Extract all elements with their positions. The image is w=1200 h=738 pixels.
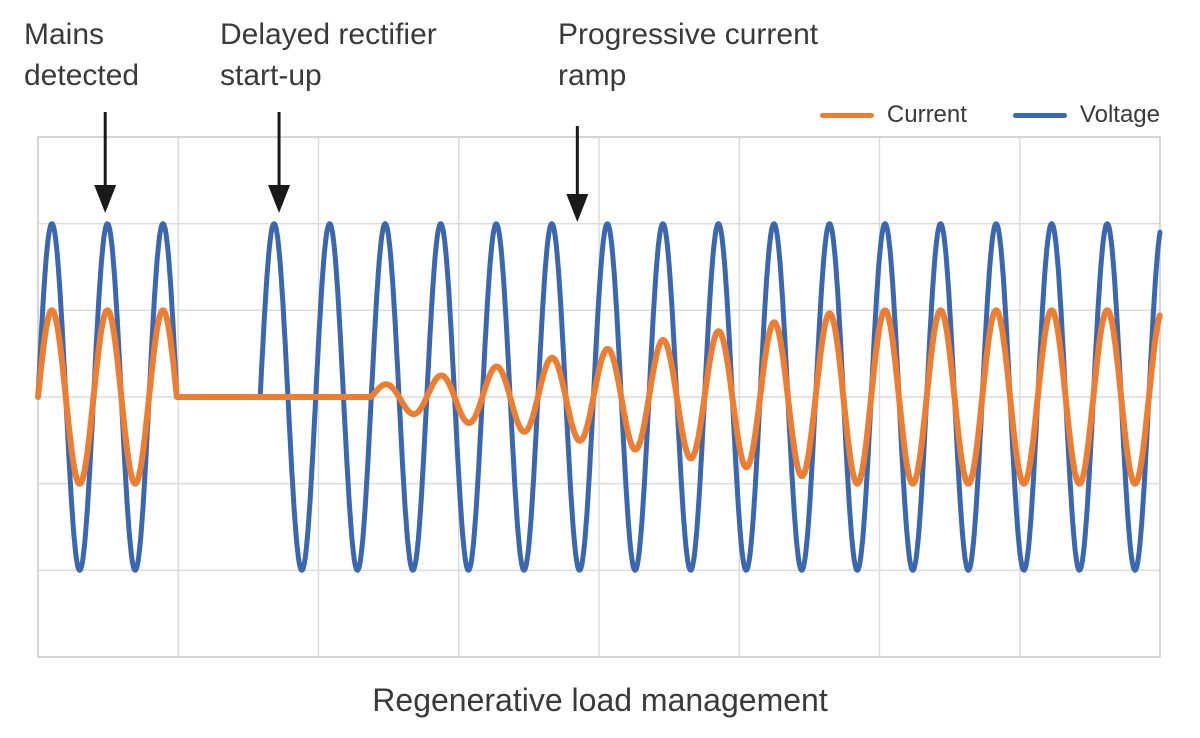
legend-item-current: Current (819, 101, 967, 129)
legend-swatch-current (819, 112, 874, 118)
legend-item-voltage: Voltage (1012, 101, 1160, 129)
annotation-mains-detected: Mains detected (24, 18, 140, 93)
legend-label-current: Current (886, 101, 967, 128)
annotation-arrowhead-icon (268, 185, 291, 213)
current-line (35, 307, 1163, 487)
chart-caption: Regenerative load management (372, 682, 828, 718)
legend: Current Voltage (819, 101, 1160, 129)
annotation-arrowhead-icon (94, 185, 117, 213)
legend-swatch-voltage (1012, 112, 1067, 118)
annotation-arrowhead-icon (566, 194, 589, 222)
legend-label-voltage: Voltage (1079, 101, 1160, 128)
annotation-delayed-rectifier-startup: Delayed rectifier start-up (220, 18, 437, 93)
annotation-progressive-current-ramp: Progressive current ramp (558, 18, 819, 93)
